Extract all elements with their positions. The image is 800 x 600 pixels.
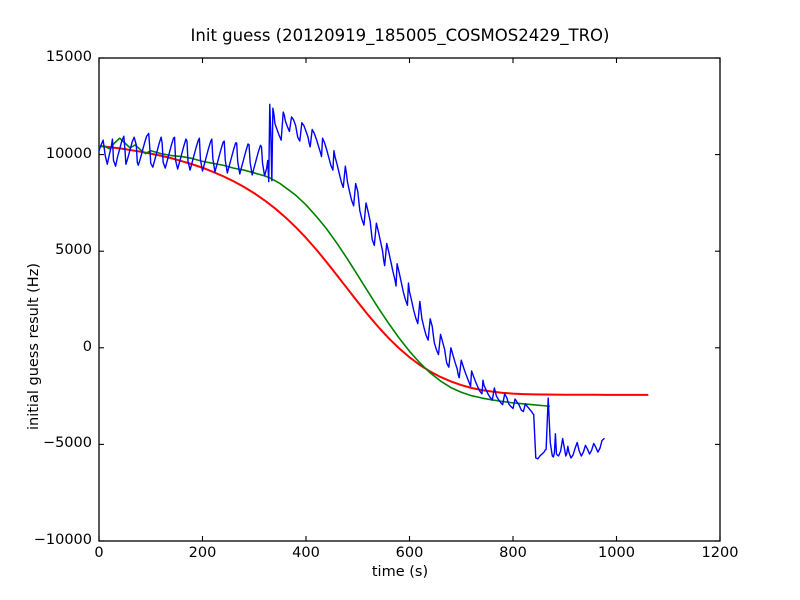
y-tick-label: 10000 [45, 145, 92, 162]
y-tick-label: 5000 [55, 242, 92, 259]
axes-frame [98, 57, 721, 542]
page-title: Init guess (20120919_185005_COSMOS2429_T… [190, 26, 610, 45]
y-tick-label: −5000 [42, 435, 92, 452]
x-tick-label: 1000 [598, 545, 635, 561]
y-tick-label: 0 [82, 338, 92, 355]
x-tick-label: 200 [188, 545, 217, 561]
x-axis-label: time (s) [371, 564, 429, 580]
tick-marks [98, 57, 721, 542]
y-tick-label: −10000 [33, 532, 92, 548]
x-tick-label: 0 [94, 545, 104, 561]
series-line [98, 137, 551, 407]
x-tick-label: 600 [395, 545, 424, 561]
y-axis-label: initial guess result (Hz) [26, 263, 42, 430]
series-line [98, 103, 605, 460]
x-tick-label: 800 [499, 545, 527, 561]
y-tick-label: 15000 [45, 49, 92, 65]
x-tick-label: 400 [292, 545, 320, 561]
data-series-layer [98, 103, 649, 460]
series-line [98, 144, 649, 396]
x-tick-label: 1200 [701, 545, 739, 561]
